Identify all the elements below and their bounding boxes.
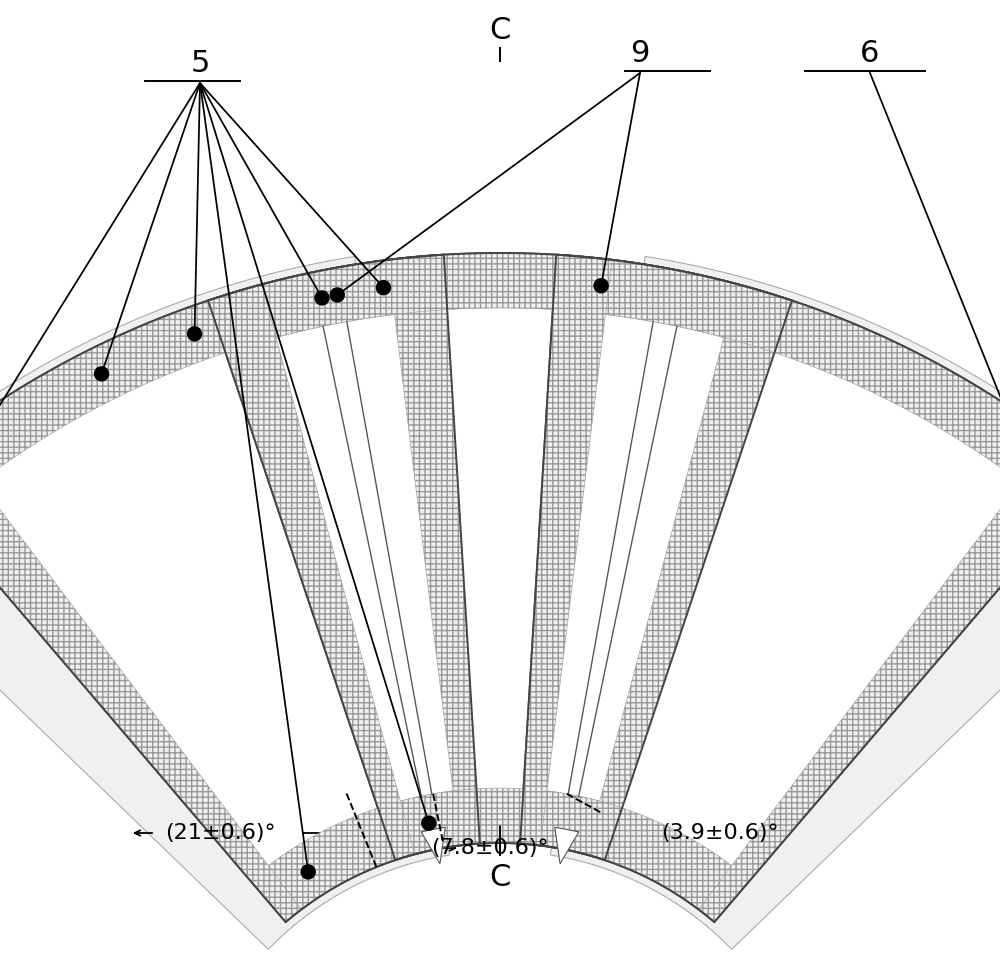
Polygon shape	[555, 827, 579, 864]
Text: (7.8±0.6)°: (7.8±0.6)°	[431, 838, 549, 858]
Text: C: C	[489, 863, 511, 892]
Polygon shape	[520, 789, 750, 922]
Polygon shape	[421, 827, 445, 864]
Polygon shape	[585, 284, 792, 860]
Circle shape	[188, 327, 202, 341]
Polygon shape	[550, 257, 1000, 950]
Circle shape	[95, 367, 109, 380]
Polygon shape	[520, 255, 612, 846]
Text: C: C	[489, 16, 511, 45]
Text: (21±0.6)°: (21±0.6)°	[165, 823, 275, 843]
Polygon shape	[0, 257, 450, 950]
Polygon shape	[388, 255, 480, 846]
Polygon shape	[208, 253, 792, 352]
Text: 6: 6	[860, 39, 880, 68]
Circle shape	[422, 816, 436, 830]
Text: 9: 9	[630, 39, 650, 68]
Polygon shape	[378, 788, 622, 860]
Polygon shape	[553, 255, 1000, 516]
Polygon shape	[520, 255, 1000, 922]
Polygon shape	[250, 789, 480, 922]
Circle shape	[301, 865, 315, 879]
Polygon shape	[208, 284, 415, 860]
Polygon shape	[0, 255, 480, 922]
Polygon shape	[208, 253, 792, 860]
Circle shape	[594, 278, 608, 293]
Circle shape	[330, 288, 344, 302]
Polygon shape	[699, 438, 1000, 922]
Circle shape	[315, 291, 329, 305]
Polygon shape	[0, 255, 447, 516]
Text: (3.9±0.6)°: (3.9±0.6)°	[661, 823, 779, 843]
Polygon shape	[0, 438, 301, 922]
Text: 5: 5	[190, 49, 210, 78]
Circle shape	[376, 280, 390, 295]
